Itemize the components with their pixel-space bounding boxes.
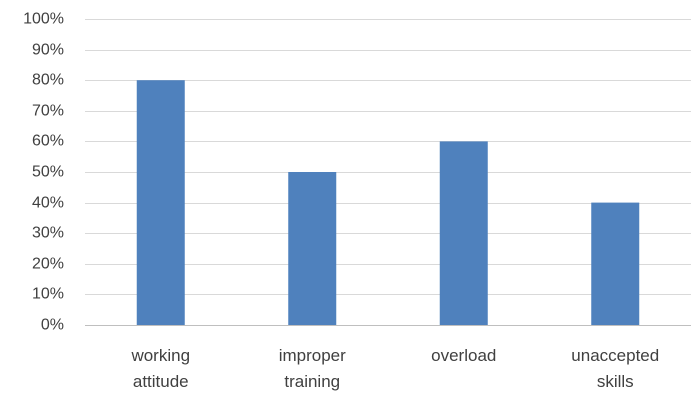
y-tick-label: 10%	[32, 286, 64, 303]
bar	[288, 172, 337, 325]
x-axis-category-labels: working attitude improper training overload u…	[130, 346, 659, 391]
y-tick-label: 40%	[32, 195, 64, 212]
y-axis-tick-labels: 0% 10% 20% 30% 40% 50% 60% 70% 80% 90% 100%	[23, 11, 64, 334]
bar	[591, 202, 640, 325]
y-tick-label: 0%	[41, 317, 64, 334]
y-tick-label: 90%	[32, 42, 64, 59]
bar	[136, 80, 185, 325]
x-category-label: working attitude	[130, 346, 190, 391]
x-category-label: overload	[431, 346, 496, 365]
y-tick-label: 20%	[32, 256, 64, 273]
y-tick-label: 70%	[32, 103, 64, 120]
bar	[439, 141, 488, 325]
y-tick-label: 60%	[32, 133, 64, 150]
x-category-label: improper training	[279, 346, 346, 391]
y-tick-label: 100%	[23, 11, 64, 28]
x-category-label: unaccepted skills	[571, 346, 659, 391]
y-tick-label: 30%	[32, 225, 64, 242]
bars	[136, 80, 640, 325]
y-tick-label: 80%	[32, 72, 64, 89]
y-tick-label: 50%	[32, 164, 64, 181]
gridlines	[85, 19, 691, 295]
